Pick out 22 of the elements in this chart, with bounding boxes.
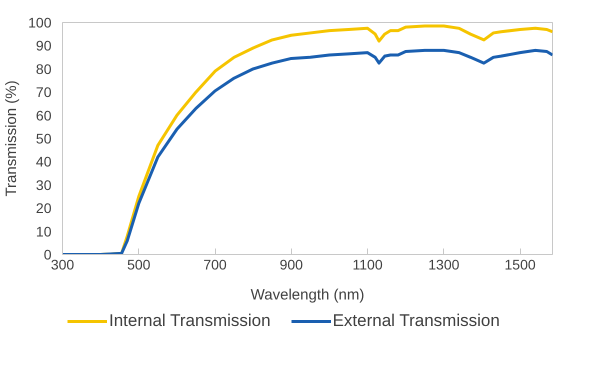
y-tick-label: 10 [36, 223, 52, 240]
x-axis-title: Wavelength (nm) [250, 286, 364, 304]
x-tick-label: 1300 [428, 256, 460, 272]
y-tick-label: 90 [36, 38, 52, 54]
x-tick-label: 500 [127, 256, 151, 272]
y-tick-label: 40 [36, 154, 52, 170]
y-tick-label: 60 [36, 107, 52, 124]
x-tick-label: 900 [280, 256, 304, 272]
y-tick-label: 30 [36, 176, 52, 193]
y-tick-label: 20 [36, 200, 52, 216]
x-tick-label: 700 [203, 256, 227, 272]
y-tick-label: 50 [36, 130, 52, 146]
y-tick-label: 0 [44, 246, 52, 262]
x-tick-label: 1500 [504, 256, 536, 272]
x-tick-label: 300 [50, 256, 74, 272]
legend-label: External Transmission [332, 311, 500, 331]
y-axis-title: Transmission (%) [3, 80, 20, 197]
y-tick-label: 70 [36, 84, 52, 100]
y-tick-label: 100 [28, 14, 52, 30]
x-tick-label: 1100 [352, 256, 383, 272]
y-tick-label: 80 [36, 60, 52, 77]
legend-label: Internal Transmission [109, 311, 271, 331]
